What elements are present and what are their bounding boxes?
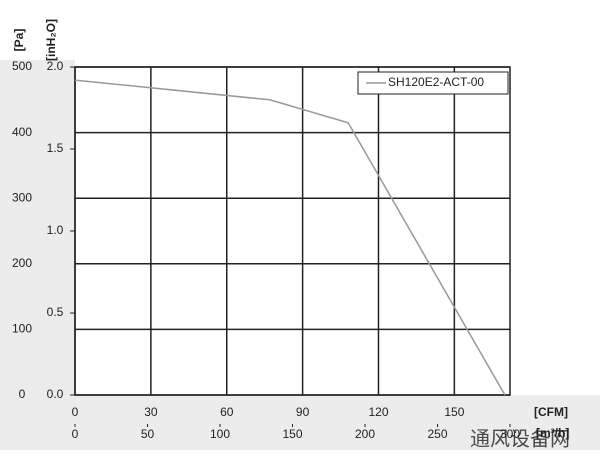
x-tick-label: 150 (444, 405, 464, 419)
y2-tick-label: 0 (19, 387, 26, 401)
x2-axis-label: [m³/h] (536, 426, 569, 440)
x-tick-label: 0 (72, 405, 79, 419)
y2-tick-label: 500 (12, 59, 32, 73)
x-tick-label: 120 (368, 405, 388, 419)
x-axis-label: [CFM] (534, 405, 568, 419)
x-tick-label: 30 (144, 405, 158, 419)
x2-tick-label: 150 (282, 427, 302, 441)
x-tick-label: 60 (220, 405, 234, 419)
y2-tick-label: 300 (12, 190, 32, 204)
plot-area (74, 66, 511, 396)
x2-tick-label: 200 (355, 427, 375, 441)
legend-label: SH120E2-ACT-00 (388, 75, 484, 89)
y2-tick-label: 200 (12, 256, 32, 270)
series-line (74, 79, 506, 396)
x2-tick-label: 0 (72, 427, 79, 441)
y2-tick-label: 400 (12, 125, 32, 139)
y-tick-label: 1.5 (47, 141, 64, 155)
legend-box (357, 71, 509, 95)
left-band (0, 60, 75, 407)
x2-tick-label: 50 (141, 427, 155, 441)
x2-tick-label: 300 (500, 427, 520, 441)
y-tick-label: 1.0 (47, 223, 64, 237)
x2-tick-label: 100 (210, 427, 230, 441)
y2-tick-label: 100 (12, 322, 32, 336)
y-tick-label: 2.0 (47, 59, 64, 73)
y-tick-label: 0.0 (47, 387, 64, 401)
x-tick-label: 90 (296, 405, 310, 419)
y2-axis-label: [Pa] (12, 29, 26, 52)
y-tick-label: 0.5 (47, 305, 64, 319)
y-axis-label: [inH₂O] (44, 19, 58, 61)
bottom-band (0, 395, 600, 450)
x2-tick-label: 250 (427, 427, 447, 441)
watermark: 通风设备网 (470, 427, 570, 450)
